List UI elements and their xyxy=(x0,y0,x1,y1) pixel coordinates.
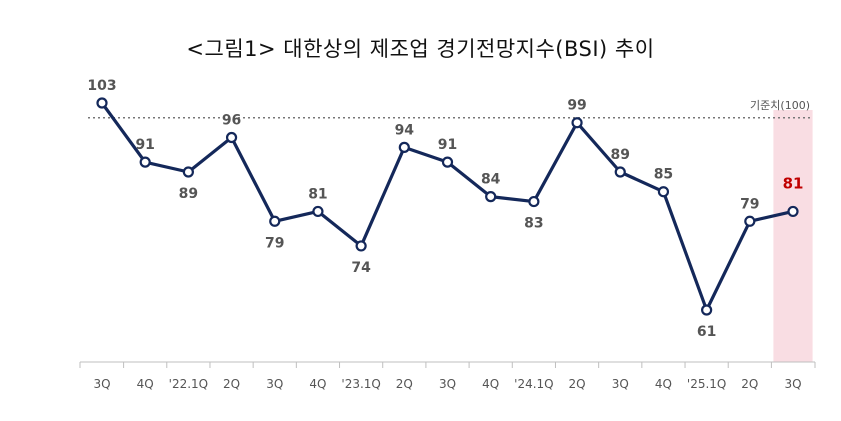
data-label: 79 xyxy=(265,235,284,251)
x-tick-label: '25.1Q xyxy=(687,377,726,391)
data-label: 91 xyxy=(438,137,457,153)
data-label: 84 xyxy=(481,172,501,188)
data-label: 99 xyxy=(567,98,586,114)
x-tick-label: 4Q xyxy=(309,377,326,391)
x-tick-label: '24.1Q xyxy=(514,377,553,391)
data-point xyxy=(96,97,108,109)
data-label: 96 xyxy=(222,113,241,129)
data-point xyxy=(701,304,713,316)
x-tick-label: 3Q xyxy=(266,377,283,391)
data-point xyxy=(657,186,670,198)
x-tick-label: 2Q xyxy=(741,377,758,391)
x-tick-label: 3Q xyxy=(93,377,110,391)
data-label: 74 xyxy=(351,260,371,276)
data-point xyxy=(182,166,194,178)
data-point xyxy=(528,195,540,208)
data-label: 79 xyxy=(740,196,759,212)
x-tick-label: 2Q xyxy=(396,377,413,391)
series-line xyxy=(100,102,794,312)
x-tick-label: 4Q xyxy=(655,377,672,391)
data-label: 85 xyxy=(654,167,673,183)
data-point xyxy=(398,141,410,153)
data-point xyxy=(485,191,497,203)
data-label: 103 xyxy=(87,78,116,94)
data-label: 83 xyxy=(524,216,543,232)
data-label: 94 xyxy=(395,122,415,138)
data-label: 89 xyxy=(179,186,198,202)
data-point xyxy=(441,156,454,168)
data-label: 91 xyxy=(135,137,154,153)
data-point xyxy=(787,205,799,218)
data-point xyxy=(312,205,324,218)
x-tick-label: 3Q xyxy=(439,377,456,391)
data-label: 81 xyxy=(308,186,327,202)
x-tick-label: 2Q xyxy=(223,377,240,391)
x-tick-label: 3Q xyxy=(612,377,629,391)
data-point xyxy=(269,215,281,227)
reference-line-label: 기준치(100) xyxy=(750,99,810,112)
data-point xyxy=(139,156,151,168)
x-tick-label: 4Q xyxy=(137,377,154,391)
x-tick-label: 3Q xyxy=(784,377,801,391)
x-tick-label: '23.1Q xyxy=(341,377,380,391)
data-label: 61 xyxy=(697,324,716,340)
x-tick-label: '22.1Q xyxy=(169,377,208,391)
data-point xyxy=(744,215,756,227)
x-tick-label: 4Q xyxy=(482,377,499,391)
data-label: 81 xyxy=(783,174,804,192)
data-label: 89 xyxy=(611,147,630,163)
data-point xyxy=(614,166,626,178)
data-point xyxy=(225,131,238,144)
data-point xyxy=(571,117,583,129)
data-point xyxy=(355,240,367,252)
highlight-band xyxy=(773,110,813,362)
x-tick-label: 2Q xyxy=(569,377,586,391)
chart-title: <그림1> 대한상의 제조업 경기전망지수(BSI) 추이 xyxy=(186,37,655,61)
